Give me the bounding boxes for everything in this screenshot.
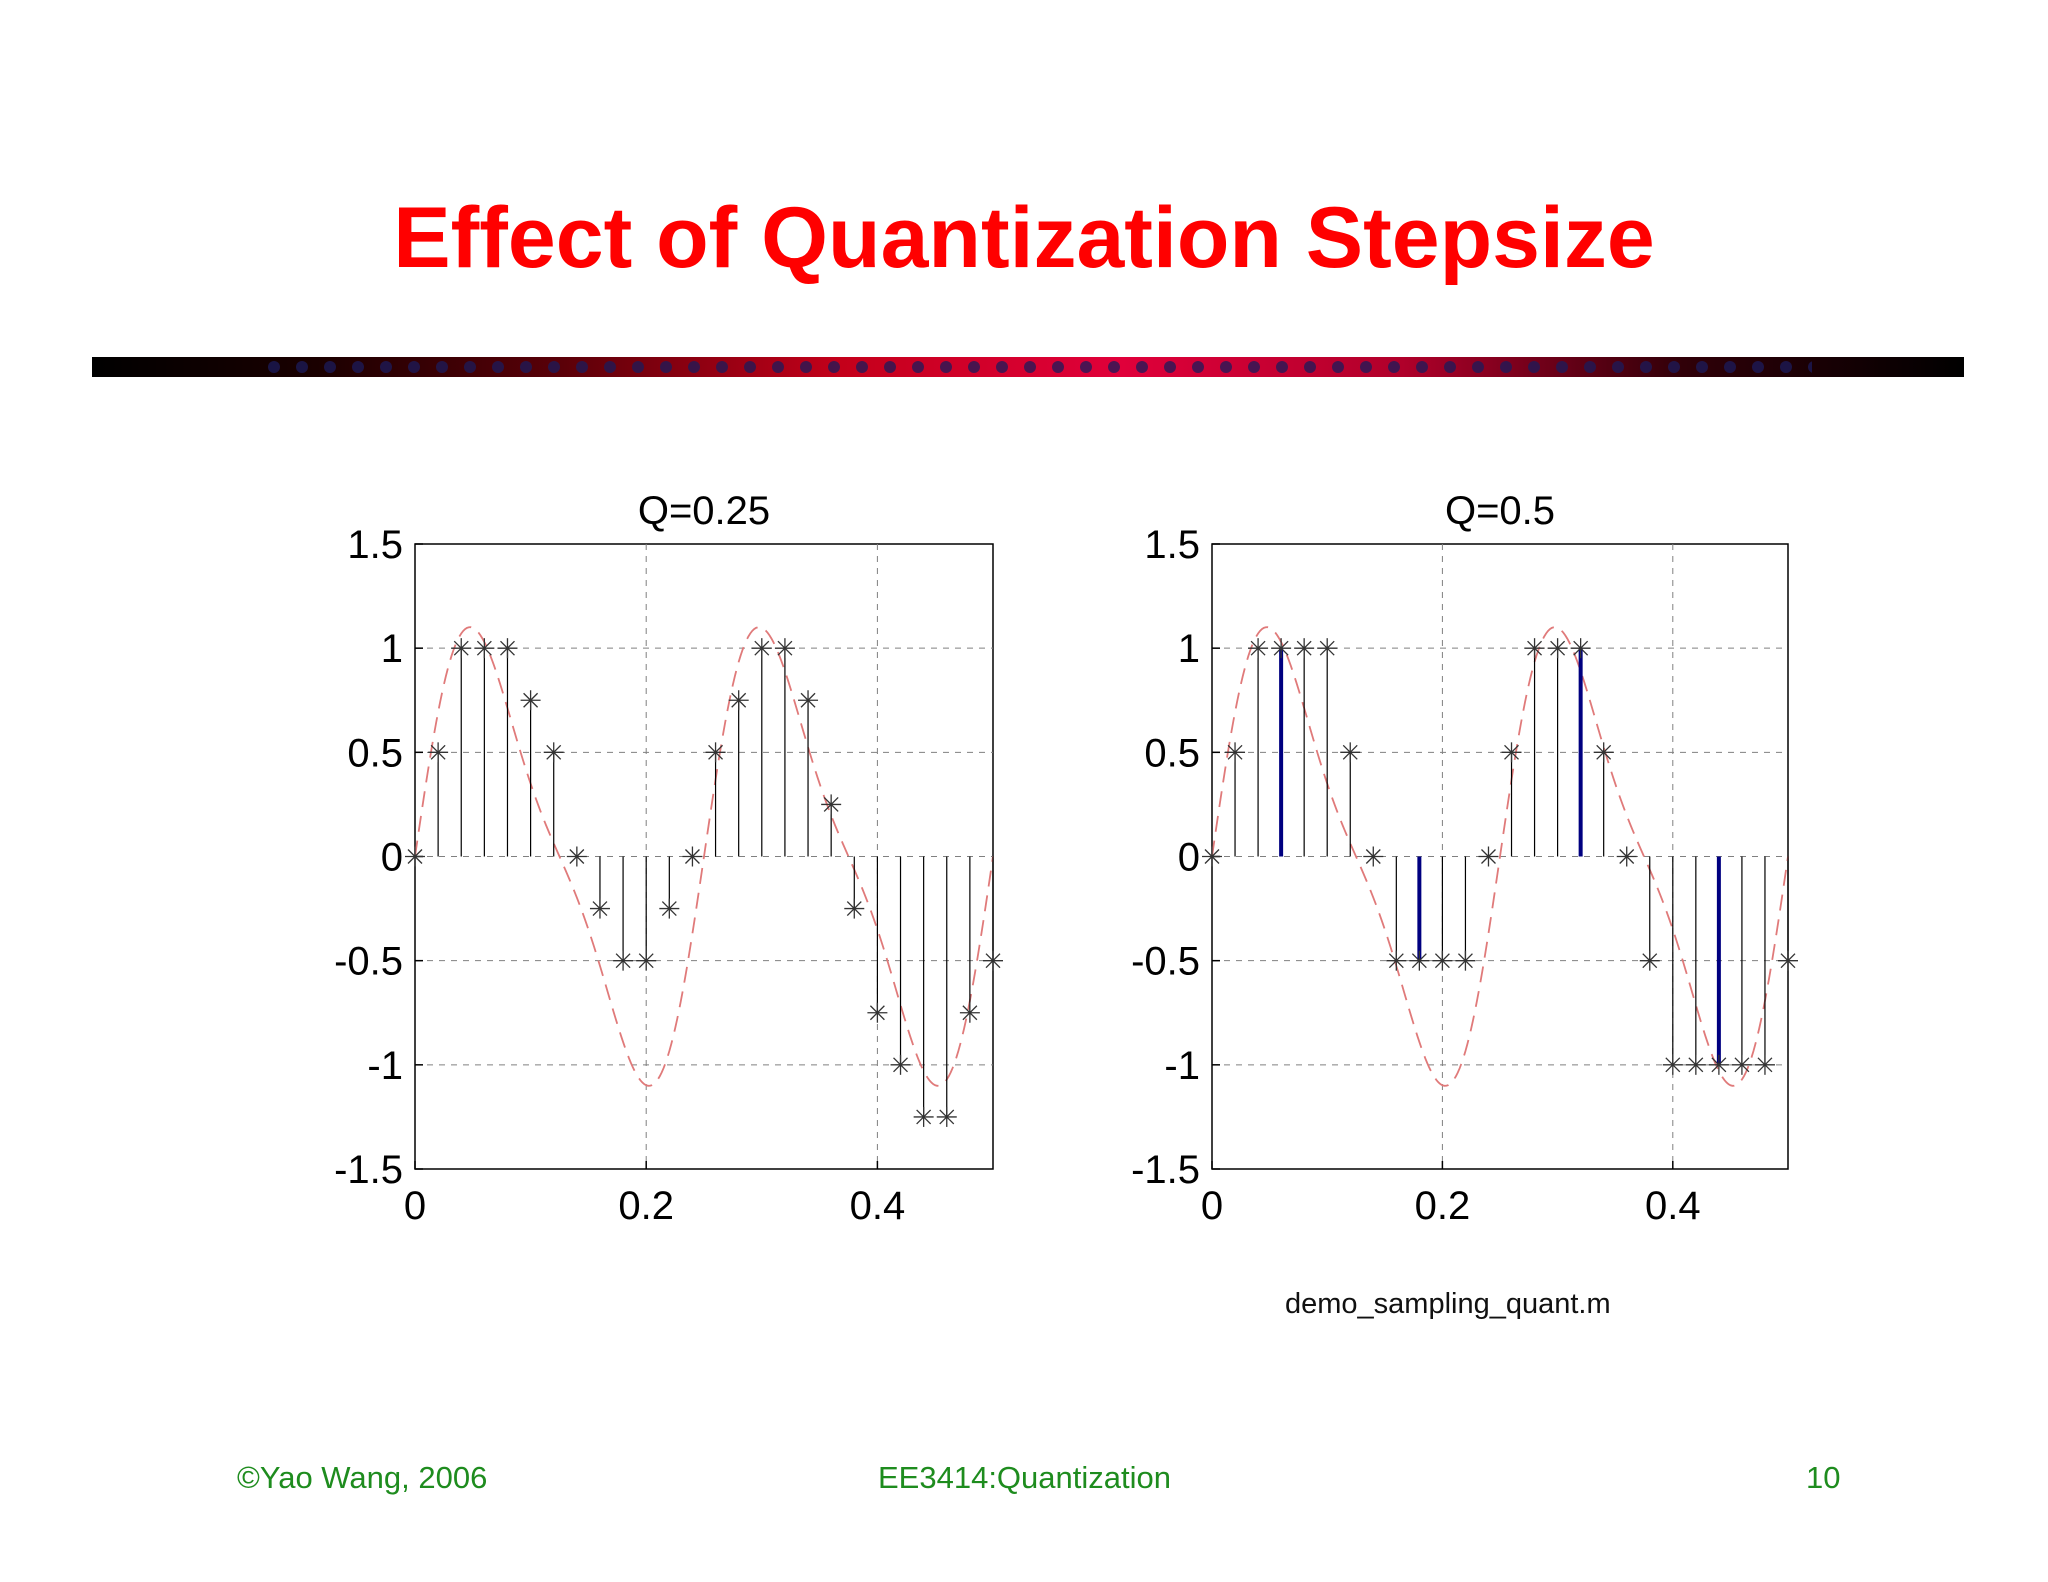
sample-marker [1409, 950, 1430, 971]
y-tick-label: 0.5 [347, 731, 403, 775]
sample-marker [566, 846, 587, 867]
sample-marker [913, 1106, 934, 1127]
sample-marker [1317, 638, 1338, 659]
sample-marker [1778, 950, 1798, 971]
sample-marker [936, 1106, 957, 1127]
continuous-signal-curve [414, 626, 994, 1087]
sample-marker [867, 1002, 888, 1023]
y-tick-label: -0.5 [1131, 940, 1200, 984]
sample-marker [682, 846, 703, 867]
sample-marker [751, 638, 772, 659]
y-tick-label: 1 [381, 627, 403, 671]
sample-marker [1616, 846, 1637, 867]
sample-marker [613, 950, 634, 971]
sample-marker [959, 1002, 980, 1023]
sample-marker [1202, 846, 1222, 867]
y-tick-label: -1.5 [1131, 1148, 1200, 1192]
footer-course: EE3414:Quantization [878, 1460, 1171, 1495]
y-tick-label: 1.5 [347, 523, 403, 567]
x-tick-label: 0 [1201, 1184, 1223, 1228]
x-tick-label: 0 [404, 1184, 426, 1228]
sample-marker [844, 898, 865, 919]
y-tick-label: -1.5 [334, 1148, 403, 1192]
sample-marker [1593, 742, 1614, 763]
sample-marker [474, 638, 495, 659]
sample-marker [543, 742, 564, 763]
sample-marker [774, 638, 795, 659]
sample-marker [1248, 638, 1269, 659]
x-tick-label: 0.4 [1645, 1184, 1701, 1228]
sample-marker [1570, 638, 1591, 659]
y-tick-label: -0.5 [334, 940, 403, 984]
sample-marker [798, 690, 819, 711]
plot-2: 0 0.2 0.4 -1.5 -1 -0.5 0 0.5 1 1.5 Q=0.5 [1131, 489, 1798, 1228]
sample-marker [1524, 638, 1545, 659]
x-tick-label: 0.4 [850, 1184, 906, 1228]
sample-marker [1662, 1054, 1683, 1075]
sample-marker [636, 950, 657, 971]
decorative-divider-bar [92, 357, 1964, 377]
y-tick-label: -1 [367, 1044, 403, 1088]
sample-marker [520, 690, 541, 711]
sample-marker [1547, 638, 1568, 659]
sample-marker [1455, 950, 1476, 971]
y-tick-label: -1 [1164, 1044, 1200, 1088]
footer-page-number: 10 [1806, 1460, 1841, 1495]
sample-marker [405, 846, 425, 867]
sample-marker [1731, 1054, 1752, 1075]
sample-marker [983, 950, 1003, 971]
y-tick-label: 1.5 [1144, 523, 1200, 567]
sample-marker [1363, 846, 1384, 867]
sample-marker [1225, 742, 1246, 763]
sample-marker [890, 1054, 911, 1075]
y-tick-label: 1 [1178, 627, 1200, 671]
sample-marker [1639, 950, 1660, 971]
sample-marker [1271, 638, 1292, 659]
footer-copyright: ©Yao Wang, 2006 [237, 1460, 488, 1495]
sample-marker [1685, 1054, 1706, 1075]
sample-marker [1478, 846, 1499, 867]
sample-marker [728, 690, 749, 711]
sample-marker [705, 742, 726, 763]
y-tick-label: 0.5 [1144, 731, 1200, 775]
plot-title: Q=0.25 [638, 489, 770, 533]
sample-marker [428, 742, 449, 763]
sample-marker [1501, 742, 1522, 763]
script-caption: demo_sampling_quant.m [1285, 1288, 1611, 1320]
sample-marker [1708, 1054, 1729, 1075]
plot-title: Q=0.5 [1445, 489, 1555, 533]
continuous-signal-curve [1211, 626, 1789, 1087]
sample-marker [1294, 638, 1315, 659]
sample-marker [1432, 950, 1453, 971]
sample-marker [659, 898, 680, 919]
y-tick-label: 0 [381, 836, 403, 880]
slide-title: Effect of Quantization Stepsize [393, 190, 1655, 286]
sample-marker [497, 638, 518, 659]
sample-marker [451, 638, 472, 659]
y-tick-label: 0 [1178, 836, 1200, 880]
sample-marker [1386, 950, 1407, 971]
plot-1: 0 0.2 0.4 -1.5 -1 -0.5 0 0.5 1 1.5 Q=0.25 [334, 489, 1003, 1228]
sample-marker [1340, 742, 1361, 763]
x-tick-label: 0.2 [618, 1184, 674, 1228]
sample-marker [821, 794, 842, 815]
x-tick-label: 0.2 [1415, 1184, 1471, 1228]
sample-marker [589, 898, 610, 919]
sample-marker [1754, 1054, 1775, 1075]
